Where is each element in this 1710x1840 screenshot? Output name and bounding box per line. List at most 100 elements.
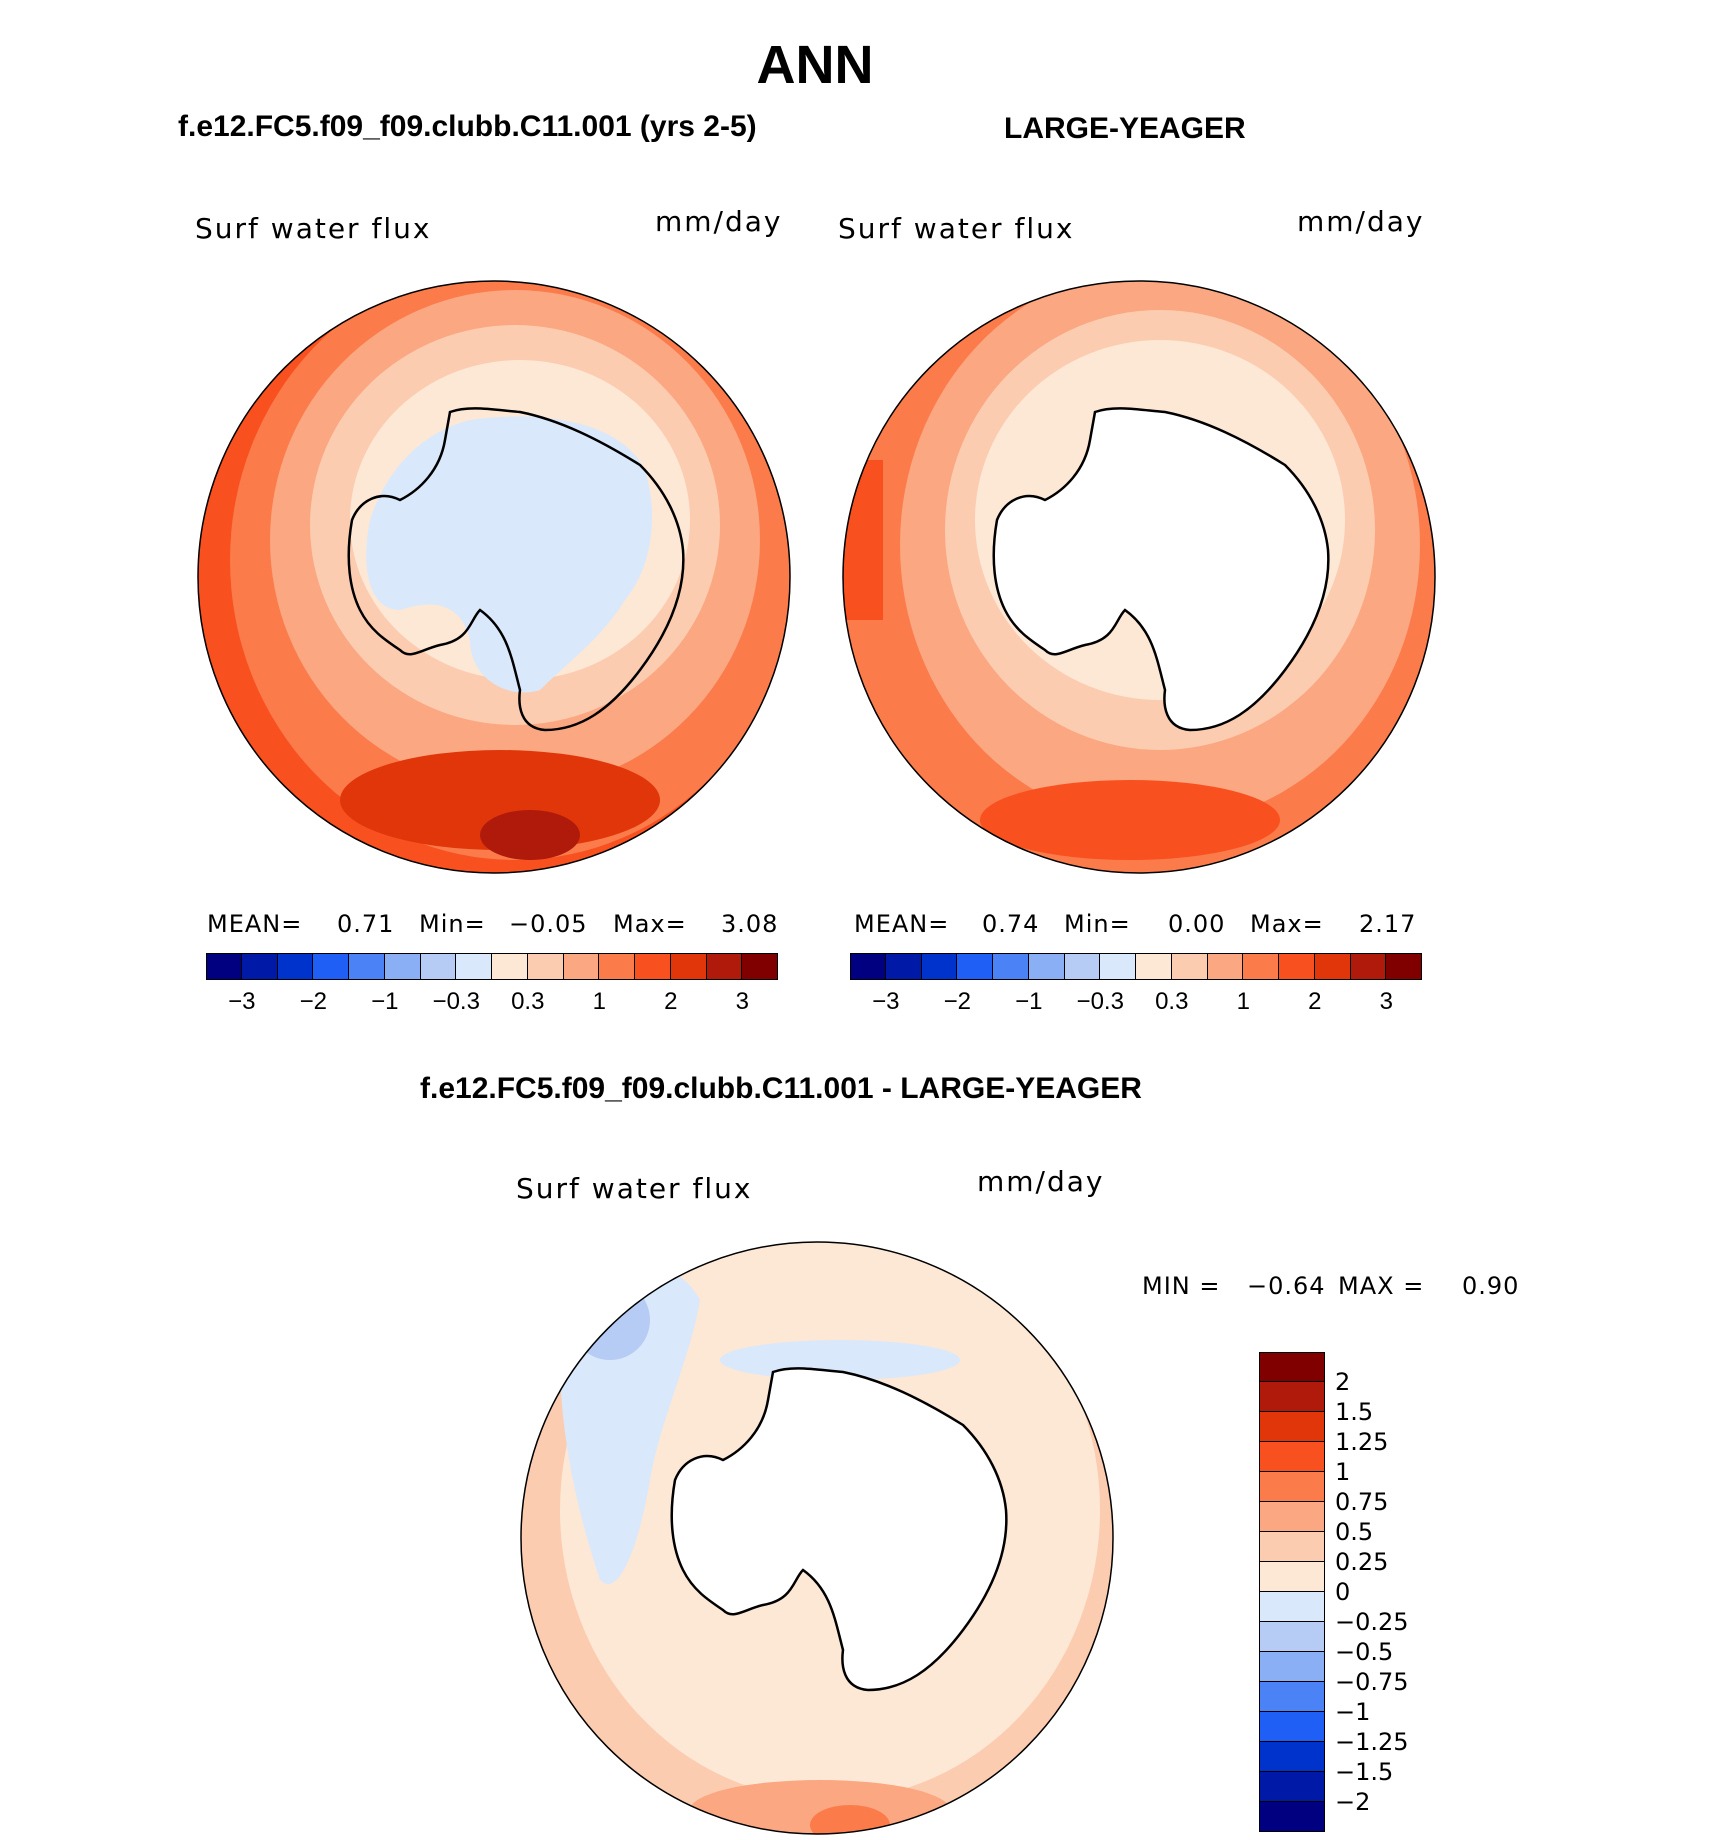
map-field-band [480,810,580,860]
obs-colorbar-swatch [1171,953,1208,980]
obs-mean-value: 0.74 [982,910,1040,938]
model-units-label: mm/day [655,205,783,238]
diff-colorbar-tick-label: 1.25 [1335,1428,1389,1456]
model-case-title: f.e12.FC5.f09_f09.clubb.C11.001 (yrs 2-5… [178,110,757,143]
diff-colorbar-swatch [1259,1352,1325,1382]
diff-max-label: MAX = [1338,1272,1425,1300]
coastline [992,407,1330,732]
model-colorbar-swatch [456,953,492,980]
season-title: ANN [756,35,874,95]
obs-colorbar-swatch [1064,953,1101,980]
diff-colorbar-swatch [1259,1772,1325,1802]
model-colorbar-swatch [599,953,635,980]
obs-colorbar-swatch [1279,953,1315,980]
map-field-band [980,780,1280,860]
diff-variable-label: Surf water flux [516,1172,753,1205]
diff-case-title: f.e12.FC5.f09_f09.clubb.C11.001 - LARGE-… [420,1072,1142,1105]
diff-colorbar-swatch [1259,1622,1325,1652]
diff-colorbar-tick-label: −0.75 [1335,1668,1409,1696]
obs-colorbar-swatch [1028,953,1065,980]
model-colorbar-tick-label: −2 [299,988,327,1015]
obs-colorbar-tick-label: 2 [1308,988,1322,1015]
model-colorbar-swatch [206,953,242,980]
model-colorbar-swatch [563,953,600,980]
diff-colorbar-swatch [1259,1802,1325,1832]
map-field-band [810,1805,890,1834]
obs-colorbar-swatch [921,953,958,980]
diff-colorbar-tick-label: 0.5 [1335,1518,1374,1546]
model-colorbar-swatch [241,953,278,980]
diff-colorbar-swatch [1259,1442,1325,1472]
obs-colorbar-swatch [1207,953,1244,980]
model-colorbar-tick-label: −1 [371,988,399,1015]
model-colorbar-tick-label: 1 [592,988,606,1015]
diff-colorbar-tick-label: −1 [1335,1698,1371,1726]
model-colorbar-swatch [420,953,457,980]
obs-min-value: 0.00 [1168,910,1226,938]
obs-colorbar-swatch [1136,953,1172,980]
model-colorbar-swatch [384,953,421,980]
diff-colorbar-tick-label: −0.25 [1335,1608,1409,1636]
model-colorbar-swatch [742,953,778,980]
obs-colorbar-tick-label: −1 [1015,988,1043,1015]
obs-colorbar-swatch [993,953,1029,980]
obs-colorbar-swatch [850,953,886,980]
map-field-band [340,750,660,850]
diff-colorbar-tick-label: 0.75 [1335,1488,1389,1516]
model-colorbar-swatch [527,953,564,980]
obs-max-value: 2.17 [1359,910,1417,938]
model-colorbar-swatch [277,953,314,980]
map-field-band [570,1280,650,1360]
obs-colorbar-tick-label: −3 [872,988,900,1015]
map-outline [520,1241,1114,1835]
model-colorbar-swatch [313,953,349,980]
diff-colorbar: 2 1.5 1.25 1 0.75 0.5 0.25 0 −0.25 −0.5 −0.75 −1 −1.… [1259,1352,1459,1832]
diff-colorbar-swatch [1259,1532,1325,1562]
obs-colorbar-swatch [1386,953,1422,980]
diff-units-label: mm/day [977,1165,1105,1198]
map-field-band [366,416,653,693]
model-mean-value: 0.71 [337,910,395,938]
obs-min-label: Min= [1064,910,1131,938]
diff-colorbar-tick-label: −2 [1335,1788,1371,1816]
diff-colorbar-tick-label: −0.5 [1335,1638,1394,1666]
obs-colorbar-tick-label: −0.3 [1076,988,1124,1015]
obs-colorbar-tick-label: 0.3 [1155,988,1189,1015]
model-max-value: 3.08 [721,910,779,938]
obs-colorbar-tick-label: 3 [1379,988,1393,1015]
diff-colorbar-tick-label: −1.25 [1335,1728,1409,1756]
obs-colorbar: −3 −2 −1 −0.3 0.3 1 2 3 [850,953,1422,1015]
obs-colorbar-swatch [885,953,922,980]
diff-colorbar-swatch [1259,1742,1325,1772]
diff-min-value: −0.64 [1247,1272,1326,1300]
diff-colorbar-swatch [1259,1712,1325,1742]
obs-colorbar-tick-label: −2 [943,988,971,1015]
diff-colorbar-swatch [1259,1502,1325,1532]
diff-colorbar-swatch [1259,1412,1325,1442]
obs-stats: MEAN= 0.74 Min= 0.00 Max= 2.17 [854,910,1424,940]
model-min-label: Min= [419,910,486,938]
map-outline [197,280,791,874]
obs-units-label: mm/day [1297,205,1425,238]
model-max-label: Max= [613,910,687,938]
diff-colorbar-tick-label: 0.25 [1335,1548,1389,1576]
model-colorbar-swatch [492,953,528,980]
diff-colorbar-tick-label: 1.5 [1335,1398,1374,1426]
diff-colorbar-swatch [1259,1382,1325,1412]
model-variable-label: Surf water flux [195,212,432,245]
coastline [670,1367,1008,1692]
diff-colorbar-tick-label: 0 [1335,1578,1351,1606]
diff-colorbar-swatch [1259,1562,1325,1592]
obs-case-title: LARGE-YEAGER [1004,112,1246,145]
diff-colorbar-tick-label: 2 [1335,1368,1351,1396]
model-colorbar-tick-label: 2 [664,988,678,1015]
diff-max-value: 0.90 [1462,1272,1520,1300]
model-min-value: −0.05 [509,910,588,938]
obs-variable-label: Surf water flux [838,212,1075,245]
diff-colorbar-swatch [1259,1682,1325,1712]
model-stats: MEAN= 0.71 Min= −0.05 Max= 3.08 [207,910,777,940]
diff-stats: MIN = −0.64 MAX = 0.90 [1142,1272,1522,1302]
map-outline [842,280,1436,874]
